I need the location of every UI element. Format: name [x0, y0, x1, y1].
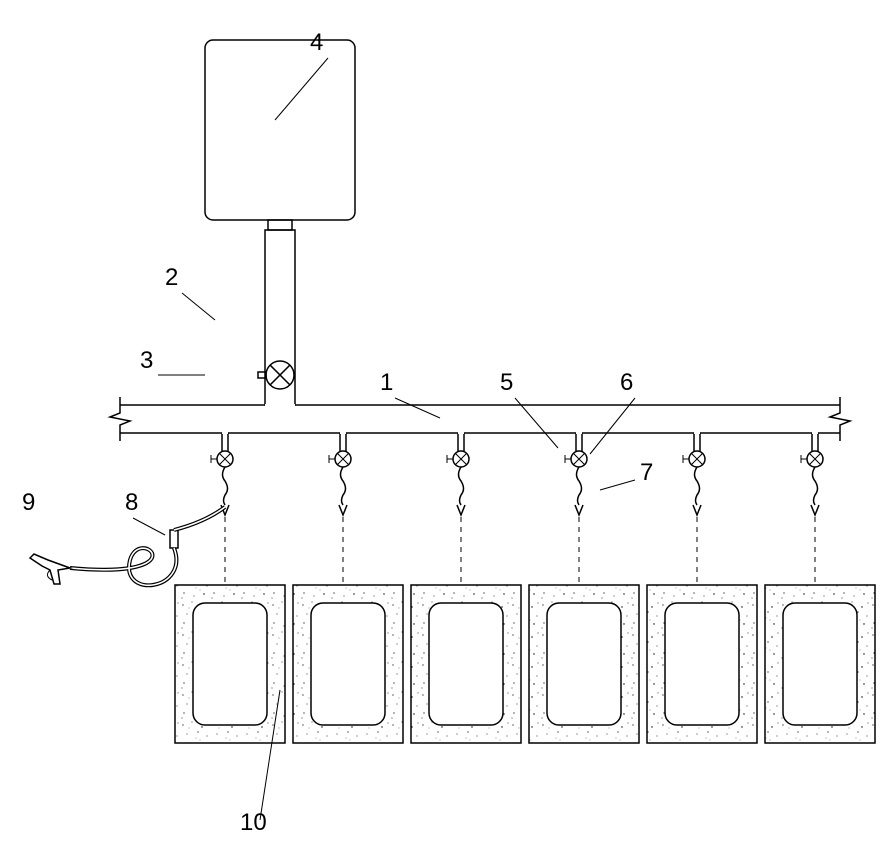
branch-tube — [459, 467, 464, 505]
branch-tube — [577, 467, 582, 505]
label-8: 8 — [125, 489, 138, 516]
label-9: 9 — [22, 489, 35, 516]
branch-tube — [223, 467, 228, 505]
label-4: 4 — [310, 29, 323, 56]
leader-line — [590, 398, 635, 454]
tank — [205, 40, 355, 220]
label-5: 5 — [500, 369, 513, 396]
branch-tube — [695, 467, 700, 505]
branch-tube — [341, 467, 346, 505]
leader-line — [133, 518, 165, 535]
label-1: 1 — [380, 369, 393, 396]
label-3: 3 — [140, 347, 153, 374]
leader-line — [182, 293, 215, 320]
leader-line — [600, 480, 635, 490]
hose-connector — [170, 530, 178, 548]
label-6: 6 — [620, 369, 633, 396]
label-7: 7 — [640, 459, 653, 486]
label-10: 10 — [240, 809, 267, 836]
label-2: 2 — [165, 264, 178, 291]
leader-line — [275, 58, 328, 120]
technical-diagram: 1 2 3 4 5 6 7 8 9 10 — [0, 0, 891, 863]
leader-line — [395, 398, 440, 418]
spray-gun — [30, 554, 70, 584]
branch-tube — [813, 467, 818, 505]
